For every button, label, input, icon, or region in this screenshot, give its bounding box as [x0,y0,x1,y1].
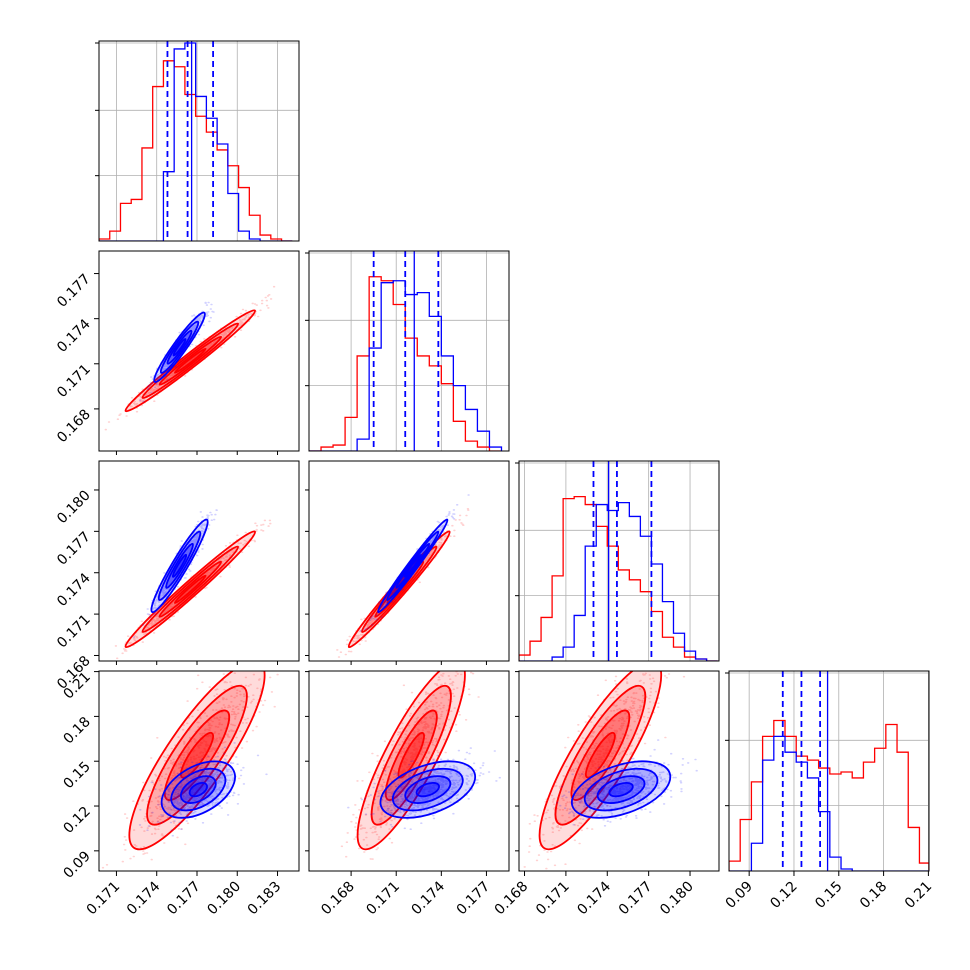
diag-frame-0 [98,40,300,242]
contour-b-0 [124,530,257,649]
y-tick-label: 0.177 [54,271,94,311]
y-tick-label: 0.171 [54,612,94,652]
contour-a-2 [404,775,452,804]
contour-a-3 [171,553,188,578]
y-tick-label: 0.177 [54,529,94,569]
hist-series-b [519,496,718,661]
diag-frame-3 [728,670,930,872]
joint-frame-3-2 [518,670,720,872]
hist-series-a [729,735,929,871]
contour-a-2 [596,775,646,804]
contour-b-0 [356,671,466,851]
x-tick-label: 0.21 [902,879,935,912]
diag-panel-1 [309,251,509,451]
y-tick-label: 0.171 [54,361,94,401]
contour-a-0 [150,518,209,614]
diag-panel-3 [729,671,929,871]
contour-a-1 [386,530,440,601]
y-tick-label: 0.168 [54,406,94,446]
x-tick-label: 0.177 [454,879,494,919]
x-tick-label: 0.180 [657,879,697,919]
x-tick-label: 0.12 [767,879,800,912]
x-tick-label: 0.174 [408,878,448,918]
contour-a-3 [188,781,208,798]
joint-frame-3-1 [308,670,510,872]
y-tick-label: 0.09 [60,848,93,881]
contour-a-3 [608,781,634,798]
joint-frame-3-0 [98,670,300,872]
hist-series-a [99,42,293,241]
joint-panel-3-0 [101,671,279,869]
contour-a-1 [583,767,659,812]
x-tick-label: 0.15 [812,879,845,912]
contour-a-2 [179,775,217,804]
x-tick-label: 0.171 [84,879,124,919]
x-tick-label: 0.09 [723,879,756,912]
contour-a-1 [170,767,227,812]
joint-panel-2-1 [336,494,470,658]
x-tick-label: 0.174 [574,878,614,918]
diag-frame-2 [518,460,720,662]
joint-frame-2-0 [98,460,300,662]
contour-b-3 [584,731,616,779]
scatter-b [340,671,480,860]
x-tick-label: 0.183 [245,879,285,919]
contour-b-3 [173,574,207,604]
contour-b-1 [146,684,248,826]
joint-panel-3-1 [340,671,501,860]
contour-a-1 [157,530,202,601]
joint-frame-2-1 [308,460,510,662]
contour-b-3 [173,347,207,374]
contour-b-2 [163,709,231,801]
y-tick-label: 0.180 [54,487,94,527]
x-tick-label: 0.177 [164,879,204,919]
contour-b-2 [570,709,631,801]
contour-a-0 [570,760,672,819]
contour-a-1 [391,767,464,812]
x-tick-label: 0.180 [204,879,244,919]
y-tick-label: 0.15 [60,759,93,792]
y-tick-label: 0.18 [60,714,93,747]
y-tick-label: 0.12 [60,804,93,837]
diag-frame-1 [308,250,510,452]
joint-panel-1-0 [104,285,276,431]
contour-b-0 [124,309,257,413]
y-tick-label: 0.174 [54,316,94,356]
contour-a-3 [415,781,440,798]
x-tick-label: 0.168 [318,879,358,919]
contour-b-3 [179,731,214,779]
contour-a-3 [403,553,422,578]
hist-series-a [519,501,718,661]
x-tick-label: 0.171 [533,879,573,919]
x-tick-label: 0.177 [616,879,656,919]
contour-a-0 [153,311,206,383]
diag-panel-2 [519,461,719,661]
contour-b-1 [141,545,240,633]
hist-series-a [309,280,503,451]
x-tick-label: 0.174 [124,878,164,918]
y-tick-label: 0.174 [54,570,94,610]
contour-b-1 [141,322,240,399]
contour-a-0 [377,518,449,614]
contour-a-0 [379,760,477,819]
contour-a-3 [172,338,187,357]
contour-a-1 [159,320,200,374]
x-tick-label: 0.168 [492,879,532,919]
joint-panel-3-2 [523,671,698,871]
x-tick-label: 0.171 [363,879,403,919]
joint-panel-2-0 [114,509,272,660]
diag-panel-0 [99,41,299,241]
x-tick-label: 0.18 [857,879,890,912]
contour-a-0 [160,760,236,819]
hist-series-b [729,719,929,871]
joint-frame-1-0 [98,250,300,452]
